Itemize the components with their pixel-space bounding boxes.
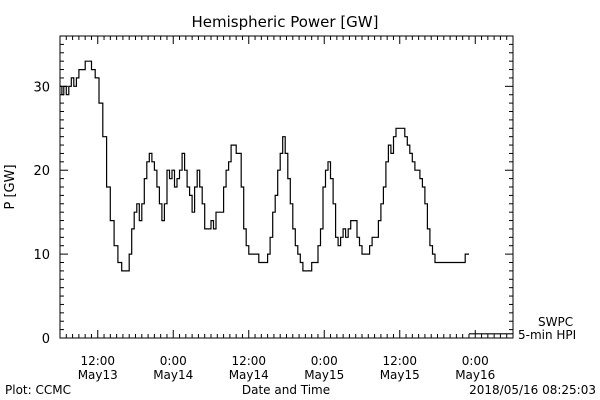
legend-label-swpc: SWPC [538,315,573,329]
legend-label-hpi: 5-min HPI [518,328,576,342]
x-tick-time-label: 0:00 [462,354,489,368]
x-tick-date-label: May14 [229,368,269,382]
x-tick-time-label: 0:00 [160,354,187,368]
x-tick-date-label: May16 [455,368,495,382]
plot-frame [59,35,514,339]
x-tick-time-label: 12:00 [231,354,266,368]
x-tick-time-label: 12:00 [80,354,115,368]
y-tick-label: 20 [33,164,50,179]
x-tick-time-label: 12:00 [382,354,417,368]
y-tick-label: 0 [42,332,50,347]
x-tick-time-label: 0:00 [311,354,338,368]
y-tick-label: 10 [33,248,50,263]
y-axis-label: P [GW] [3,164,18,209]
y-axis: 0 10 20 30 [33,35,513,347]
x-axis-label: Date and Time [242,383,330,397]
footer-right: 2018/05/16 08:25:03 [469,383,596,397]
x-tick-date-label: May13 [78,368,118,382]
series-group [60,60,513,335]
x-tick-date-label: May15 [304,368,344,382]
y-tick-label: 30 [33,80,50,95]
series-line-5-min-hpi [60,60,469,272]
x-tick-date-label: May14 [153,368,193,382]
legend: SWPC 5-min HPI [518,315,576,342]
x-tick-date-label: May15 [380,368,420,382]
x-axis: 12:00May130:00May1412:00May140:00May1512… [59,36,514,382]
footer-left: Plot: CCMC [5,383,71,397]
chart-title: Hemispheric Power [GW] [192,13,379,31]
